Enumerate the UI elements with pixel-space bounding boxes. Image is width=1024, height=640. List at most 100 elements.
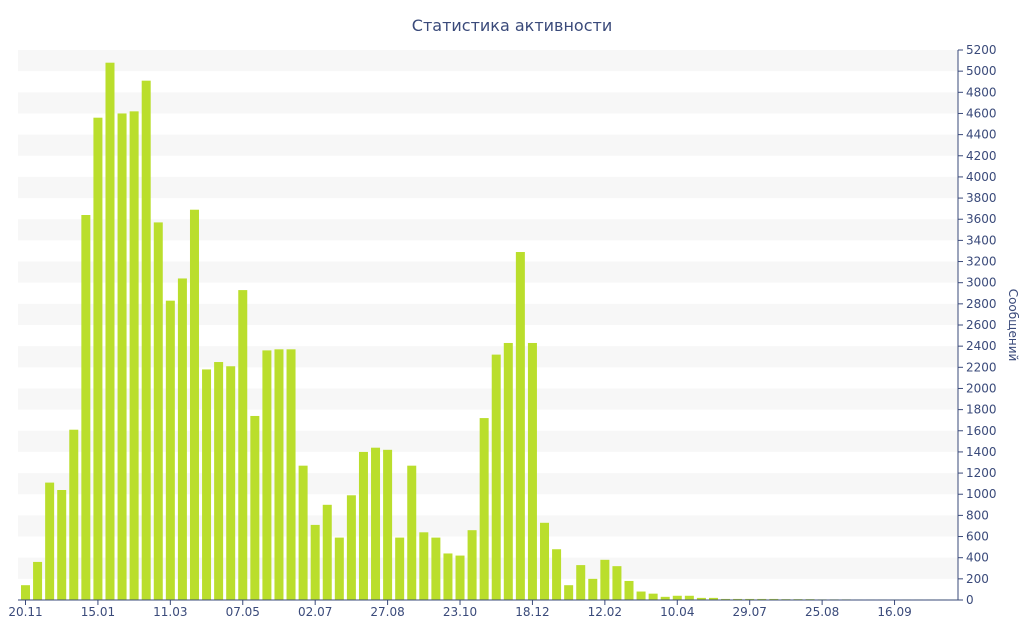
grid-band (18, 92, 958, 114)
bar (443, 553, 453, 600)
bar (515, 252, 525, 600)
bar (238, 290, 248, 600)
bar (226, 366, 236, 600)
y-tick-label: 2800 (966, 297, 997, 311)
bar (745, 598, 755, 600)
y-tick-label: 4200 (966, 149, 997, 163)
y-tick-label: 600 (966, 530, 989, 544)
bar (45, 482, 55, 600)
grid-band (18, 219, 958, 241)
bar (503, 342, 513, 600)
bar (395, 537, 405, 600)
x-tick-label: 29.07 (733, 605, 767, 619)
y-tick-label: 0 (966, 593, 974, 607)
bar (624, 580, 634, 600)
bar (564, 585, 574, 600)
grid-band (18, 50, 958, 72)
bar (250, 415, 260, 600)
bar (672, 595, 682, 600)
grid-band (18, 346, 958, 368)
y-tick-label: 1200 (966, 466, 997, 480)
bar (274, 349, 284, 600)
bar (358, 451, 368, 600)
bar (552, 549, 562, 600)
y-axis-label: Сообщений (1006, 289, 1020, 362)
bar (733, 598, 743, 600)
bar (491, 354, 501, 600)
y-tick-label: 4000 (966, 170, 997, 184)
bar (636, 591, 646, 600)
bar (769, 598, 779, 600)
y-tick-label: 3600 (966, 212, 997, 226)
bar (21, 585, 30, 600)
bar (189, 209, 199, 600)
bar (214, 362, 224, 600)
bar (322, 504, 332, 600)
bar (757, 598, 767, 600)
bar (371, 447, 381, 600)
y-tick-label: 2400 (966, 339, 997, 353)
y-tick-label: 4400 (966, 128, 997, 142)
bar (576, 565, 586, 600)
y-tick-label: 200 (966, 572, 989, 586)
bar (407, 465, 417, 600)
x-tick-label: 11.03 (153, 605, 187, 619)
bar (57, 490, 67, 600)
bar (612, 566, 622, 600)
bar (648, 593, 658, 600)
bar (455, 555, 465, 600)
bar (202, 369, 212, 600)
bar (117, 113, 127, 600)
bar (262, 350, 272, 600)
x-tick-label: 16.09 (877, 605, 911, 619)
bar (708, 597, 718, 600)
chart-title: Статистика активности (412, 16, 612, 35)
grid-band (18, 303, 958, 325)
x-tick-label: 15.01 (81, 605, 115, 619)
y-tick-label: 5000 (966, 64, 997, 78)
bar (310, 524, 320, 600)
bar (141, 80, 151, 600)
grid-band (18, 261, 958, 283)
y-tick-label: 1400 (966, 445, 997, 459)
bar (105, 62, 115, 600)
bar (431, 537, 441, 600)
bar (479, 418, 489, 600)
bar (419, 532, 429, 600)
y-tick-label: 3400 (966, 233, 997, 247)
y-ticks: 0 200 400 600 800 1000 1200 1400 1600 1800 2000 220… (958, 43, 997, 607)
y-tick-label: 5200 (966, 43, 997, 57)
bar (33, 561, 43, 600)
bar (129, 111, 139, 600)
y-tick-label: 1800 (966, 403, 997, 417)
bar (540, 522, 550, 600)
x-tick-label: 23.10 (443, 605, 477, 619)
bar (93, 117, 103, 600)
y-tick-label: 2200 (966, 360, 997, 374)
x-tick-label: 12.02 (588, 605, 622, 619)
x-tick-label: 07.05 (226, 605, 260, 619)
grid-band (18, 134, 958, 156)
bar (81, 215, 91, 600)
bar (696, 597, 706, 600)
bar (527, 342, 537, 600)
bar (334, 537, 344, 600)
y-tick-label: 3200 (966, 255, 997, 269)
bar (721, 598, 731, 600)
bar (69, 429, 79, 600)
bar (383, 449, 393, 600)
y-tick-label: 4600 (966, 106, 997, 120)
x-ticks: 20.11 15.01 11.03 07.05 02.07 27.08 23.10 18.12… (8, 600, 912, 619)
y-tick-label: 400 (966, 551, 989, 565)
x-tick-label: 25.08 (805, 605, 839, 619)
y-tick-label: 1600 (966, 424, 997, 438)
bar (177, 278, 187, 600)
y-tick-label: 2600 (966, 318, 997, 332)
grid-band (18, 176, 958, 199)
bar (298, 465, 308, 600)
bar (165, 300, 175, 600)
x-tick-label: 27.08 (370, 605, 404, 619)
y-tick-label: 3800 (966, 191, 997, 205)
bars (21, 62, 960, 600)
